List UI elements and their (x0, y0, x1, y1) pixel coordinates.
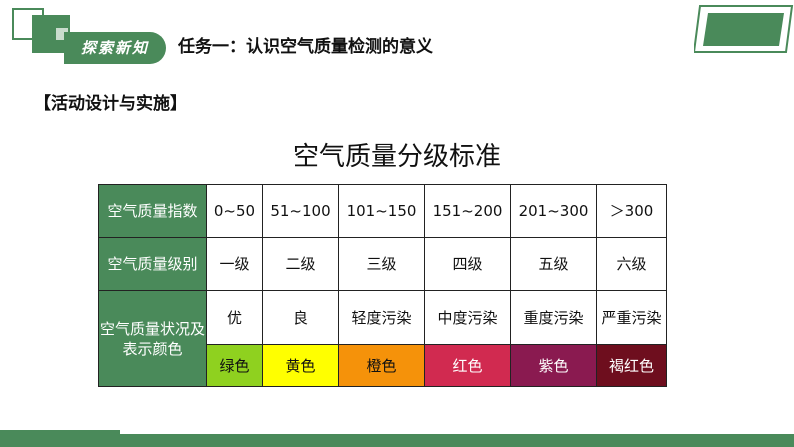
condition-cell: 优 (206, 290, 263, 345)
color-cell-yellow: 黄色 (262, 344, 339, 387)
level-cell: 三级 (338, 237, 425, 291)
table-row-index: 空气质量指数 0~50 51~100 101~150 151~200 201~3… (98, 184, 667, 238)
row-header-index: 空气质量指数 (98, 184, 207, 238)
level-cell: 二级 (262, 237, 339, 291)
index-range-cell: ＞300 (596, 184, 667, 238)
task-title: 任务一：认识空气质量检测的意义 (178, 37, 433, 57)
index-range-cell: 151~200 (424, 184, 511, 238)
activity-label: 【活动设计与实施】 (34, 94, 187, 114)
condition-cell: 重度污染 (510, 290, 597, 345)
index-range-cell: 101~150 (338, 184, 425, 238)
air-quality-table: 空气质量指数 0~50 51~100 101~150 151~200 201~3… (98, 184, 667, 387)
table-row-condition: 空气质量状况及表示颜色 优 良 轻度污染 中度污染 重度污染 严重污染 (98, 290, 667, 387)
condition-cell: 中度污染 (424, 290, 511, 345)
index-range-cell: 0~50 (206, 184, 263, 238)
level-cell: 四级 (424, 237, 511, 291)
index-range-cell: 201~300 (510, 184, 597, 238)
table-row-color: 绿色 黄色 橙色 红色 紫色 褐红色 (99, 344, 667, 387)
table-title: 空气质量分级标准 (292, 142, 501, 172)
section-badge: 探索新知 (64, 32, 166, 64)
row-header-condition: 空气质量状况及表示颜色 (98, 290, 207, 387)
level-cell: 一级 (206, 237, 263, 291)
color-cell-purple: 紫色 (510, 344, 597, 387)
footer-accent-strip (0, 434, 794, 447)
row-header-level: 空气质量级别 (98, 237, 207, 291)
table-row-level: 空气质量级别 一级 二级 三级 四级 五级 六级 (98, 237, 667, 291)
color-cell-red: 红色 (424, 344, 511, 387)
decor-parallelogram (694, 5, 794, 53)
condition-cell: 良 (262, 290, 339, 345)
index-range-cell: 51~100 (262, 184, 339, 238)
color-cell-green: 绿色 (206, 344, 263, 387)
color-cell-orange: 橙色 (338, 344, 425, 387)
level-cell: 六级 (596, 237, 667, 291)
condition-cell: 严重污染 (596, 290, 667, 345)
color-cell-maroon: 褐红色 (596, 344, 667, 387)
level-cell: 五级 (510, 237, 597, 291)
condition-cell: 轻度污染 (338, 290, 425, 345)
